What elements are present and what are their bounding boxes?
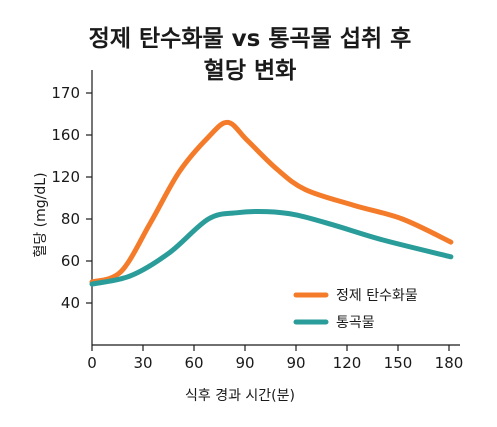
x-tick-label: 30: [133, 354, 152, 372]
legend-label: 정제 탄수화물: [336, 288, 418, 304]
chart-title-line-1: 정제 탄수화물 vs 통곡물 섭취 후: [89, 26, 412, 52]
y-tick-label: 170: [51, 84, 80, 102]
y-axis-title: 혈당 (mg/dL): [33, 172, 49, 257]
y-tick-label: 120: [51, 168, 80, 186]
x-tick-label: 0: [87, 354, 97, 372]
x-tick-label: 150: [384, 354, 413, 372]
x-tick-label: 90: [235, 354, 254, 372]
x-tick-label: 60: [184, 354, 203, 372]
chart-title-line-2: 혈당 변화: [204, 58, 297, 84]
x-axis-ticks: 0 30 60 90 90 120 150 180: [87, 345, 463, 372]
series-layer: [89, 119, 454, 287]
y-tick-label: 40: [61, 294, 80, 312]
y-tick-label: 80: [61, 210, 80, 228]
x-axis-title: 식후 경과 시간(분): [185, 388, 295, 404]
y-tick-label: 60: [61, 252, 80, 270]
y-tick-label: 160: [51, 126, 80, 144]
series-line-whole-grain: [89, 208, 454, 287]
legend-label: 통곡물: [336, 315, 375, 331]
x-tick-label: 120: [333, 354, 362, 372]
y-axis-ticks: 40 60 80 120 160 170: [51, 84, 92, 312]
series-line-refined-carbs: [89, 119, 454, 285]
x-tick-label: 180: [435, 354, 464, 372]
x-tick-label: 90: [286, 354, 305, 372]
